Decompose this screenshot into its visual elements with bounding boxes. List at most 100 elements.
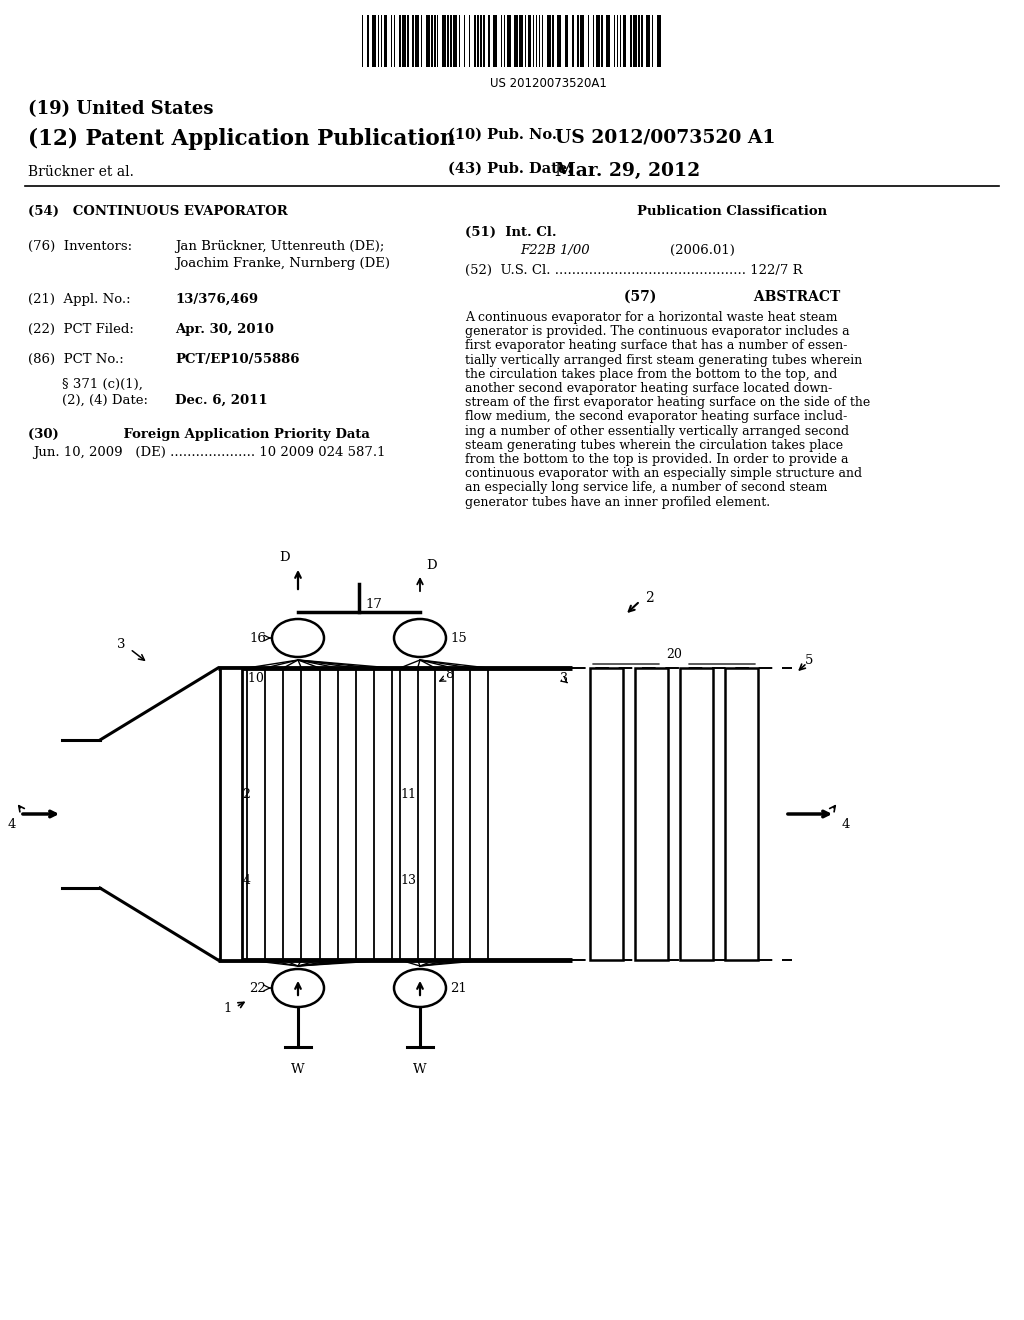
Bar [416, 15, 419, 67]
Text: (57)                    ABSTRACT: (57) ABSTRACT [624, 290, 840, 304]
Bar [494, 15, 497, 67]
Bar [680, 668, 713, 960]
Bar [220, 668, 242, 960]
Bar [431, 15, 432, 67]
Text: 3: 3 [560, 672, 568, 685]
Bar [504, 15, 505, 67]
Bar [399, 15, 400, 67]
Bar [542, 15, 543, 67]
Bar [384, 15, 387, 67]
Text: (54)   CONTINUOUS EVAPORATOR: (54) CONTINUOUS EVAPORATOR [28, 205, 288, 218]
Bar [547, 15, 551, 67]
Bar [578, 15, 579, 67]
Bar [590, 668, 623, 960]
Bar [646, 15, 650, 67]
Bar [442, 15, 445, 67]
Bar [519, 15, 523, 67]
Text: W: W [291, 1063, 305, 1076]
Text: 4: 4 [7, 817, 16, 830]
Bar [373, 15, 376, 67]
Bar [527, 15, 531, 67]
Bar [474, 15, 475, 67]
Ellipse shape [394, 969, 446, 1007]
Text: ing a number of other essentially vertically arranged second: ing a number of other essentially vertic… [465, 425, 849, 438]
Bar [596, 15, 600, 67]
Text: (22)  PCT Filed:: (22) PCT Filed: [28, 323, 134, 337]
Text: continuous evaporator with an especially simple structure and: continuous evaporator with an especially… [465, 467, 862, 480]
Bar [635, 668, 668, 960]
Bar [606, 15, 610, 67]
Bar [572, 15, 573, 67]
Bar [588, 15, 589, 67]
Bar [601, 15, 602, 67]
Bar [454, 15, 457, 67]
Bar [623, 15, 627, 67]
Text: stream of the first evaporator heating surface on the side of the: stream of the first evaporator heating s… [465, 396, 870, 409]
Text: PCT/EP10/55886: PCT/EP10/55886 [175, 352, 299, 366]
Bar [437, 15, 438, 67]
Text: (21)  Appl. No.:: (21) Appl. No.: [28, 293, 131, 306]
Text: (2), (4) Date:: (2), (4) Date: [28, 393, 148, 407]
Text: 17: 17 [365, 598, 382, 611]
Text: from the bottom to the top is provided. In order to provide a: from the bottom to the top is provided. … [465, 453, 849, 466]
Bar [362, 15, 364, 67]
Bar [434, 15, 435, 67]
Bar [378, 15, 379, 67]
Text: (76)  Inventors:: (76) Inventors: [28, 240, 132, 253]
Ellipse shape [272, 969, 324, 1007]
Bar [394, 15, 395, 67]
Bar [564, 15, 568, 67]
Text: the circulation takes place from the bottom to the top, and: the circulation takes place from the bot… [465, 368, 838, 380]
Bar [451, 15, 452, 67]
Bar [413, 15, 414, 67]
Bar [514, 15, 518, 67]
Text: 15: 15 [450, 631, 467, 644]
Bar [421, 15, 422, 67]
Text: generator tubes have an inner profiled element.: generator tubes have an inner profiled e… [465, 495, 770, 508]
Bar [381, 15, 382, 67]
Text: an especially long service life, a number of second steam: an especially long service life, a numbe… [465, 482, 827, 495]
Bar [507, 15, 511, 67]
Text: 21: 21 [450, 982, 467, 994]
Bar [426, 15, 430, 67]
Text: 11: 11 [400, 788, 416, 801]
Text: Dec. 6, 2011: Dec. 6, 2011 [175, 393, 267, 407]
Text: tially vertically arranged first steam generating tubes wherein: tially vertically arranged first steam g… [465, 354, 862, 367]
Text: § 371 (c)(1),: § 371 (c)(1), [28, 378, 143, 391]
Text: 22: 22 [249, 982, 266, 994]
Bar [480, 15, 481, 67]
Bar [536, 15, 538, 67]
Text: 3: 3 [117, 639, 125, 652]
Text: Publication Classification: Publication Classification [637, 205, 827, 218]
Ellipse shape [272, 619, 324, 657]
Bar [641, 15, 643, 67]
Text: (2006.01): (2006.01) [670, 244, 735, 257]
Bar [638, 15, 640, 67]
Text: first evaporator heating surface that has a number of essen-: first evaporator heating surface that ha… [465, 339, 848, 352]
Bar [552, 15, 554, 67]
Text: 20 10: 20 10 [228, 672, 264, 685]
Text: D: D [280, 550, 290, 564]
Bar [593, 15, 594, 67]
Text: 13: 13 [400, 874, 416, 887]
Text: (52)  U.S. Cl. ............................................. 122/7 R: (52) U.S. Cl. ..........................… [465, 264, 803, 277]
Text: 12: 12 [234, 788, 251, 801]
Text: (30)              Foreign Application Priority Data: (30) Foreign Application Priority Data [28, 428, 370, 441]
Bar [725, 668, 758, 960]
Text: 13/376,469: 13/376,469 [175, 293, 258, 306]
Text: (43) Pub. Date:: (43) Pub. Date: [449, 162, 572, 176]
Text: (51)  Int. Cl.: (51) Int. Cl. [465, 226, 557, 239]
Bar [532, 15, 535, 67]
Text: A continuous evaporator for a horizontal waste heat steam: A continuous evaporator for a horizontal… [465, 312, 838, 323]
Bar [581, 15, 584, 67]
Bar [539, 15, 541, 67]
Bar [656, 15, 660, 67]
Bar [469, 15, 470, 67]
Text: (10) Pub. No.:: (10) Pub. No.: [449, 128, 562, 143]
Text: Joachim Franke, Nurnberg (DE): Joachim Franke, Nurnberg (DE) [175, 257, 390, 271]
Text: 8: 8 [445, 668, 453, 681]
Ellipse shape [394, 619, 446, 657]
Bar [501, 15, 503, 67]
Text: W: W [414, 1063, 427, 1076]
Bar [483, 15, 484, 67]
